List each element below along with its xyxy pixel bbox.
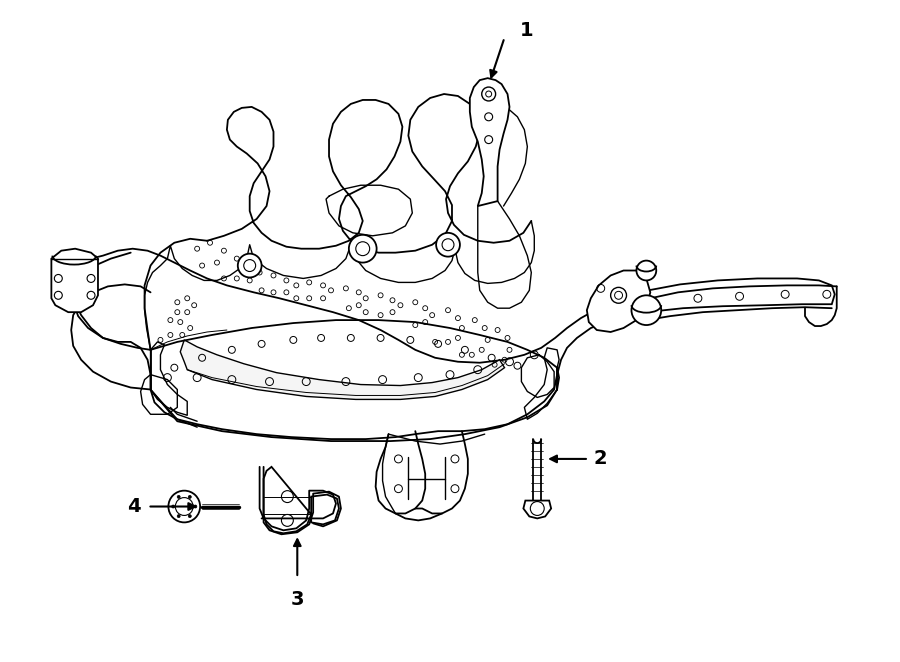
- Circle shape: [177, 514, 180, 518]
- Circle shape: [636, 261, 656, 281]
- Circle shape: [168, 491, 200, 522]
- Polygon shape: [470, 78, 509, 206]
- Circle shape: [632, 295, 662, 325]
- Polygon shape: [587, 271, 651, 332]
- Text: 3: 3: [291, 590, 304, 609]
- Polygon shape: [264, 467, 339, 534]
- Circle shape: [194, 505, 197, 508]
- Polygon shape: [51, 249, 98, 312]
- Polygon shape: [524, 500, 551, 518]
- Text: 4: 4: [127, 497, 140, 516]
- Circle shape: [238, 254, 262, 277]
- Text: 2: 2: [594, 449, 608, 469]
- Circle shape: [177, 495, 180, 498]
- Circle shape: [349, 235, 376, 263]
- Circle shape: [172, 505, 175, 508]
- Circle shape: [188, 514, 192, 518]
- Polygon shape: [180, 340, 505, 399]
- Circle shape: [436, 233, 460, 257]
- Polygon shape: [71, 249, 834, 439]
- Circle shape: [188, 495, 192, 498]
- Text: 1: 1: [519, 21, 533, 40]
